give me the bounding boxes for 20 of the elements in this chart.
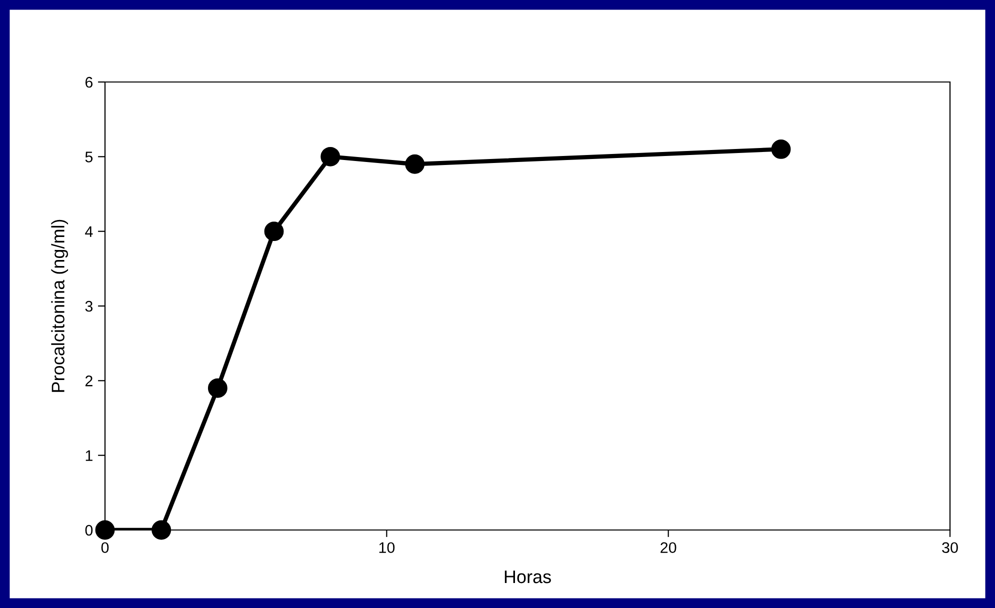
y-tick-label: 0 (85, 524, 93, 536)
y-axis-title: Procalcitonina (ng/ml) (51, 220, 68, 392)
x-tick-label: 10 (379, 542, 395, 554)
y-tick-label: 4 (85, 226, 93, 237)
x-tick-label: 20 (660, 542, 676, 554)
point (152, 520, 172, 540)
x-tick-label: 0 (101, 542, 109, 554)
point (95, 520, 115, 540)
point (405, 154, 425, 174)
y-tick-label: 6 (85, 76, 93, 88)
point (771, 139, 791, 159)
y-tick-label: 3 (85, 300, 93, 312)
y-tick-label: 1 (86, 450, 92, 461)
point (320, 146, 340, 166)
point (264, 222, 284, 242)
x-axis-title: Horas (504, 570, 551, 584)
x-tick-label: 30 (942, 542, 958, 554)
y-tick-label: 5 (85, 152, 93, 162)
point (208, 378, 228, 398)
y-tick-label: 2 (85, 376, 92, 386)
